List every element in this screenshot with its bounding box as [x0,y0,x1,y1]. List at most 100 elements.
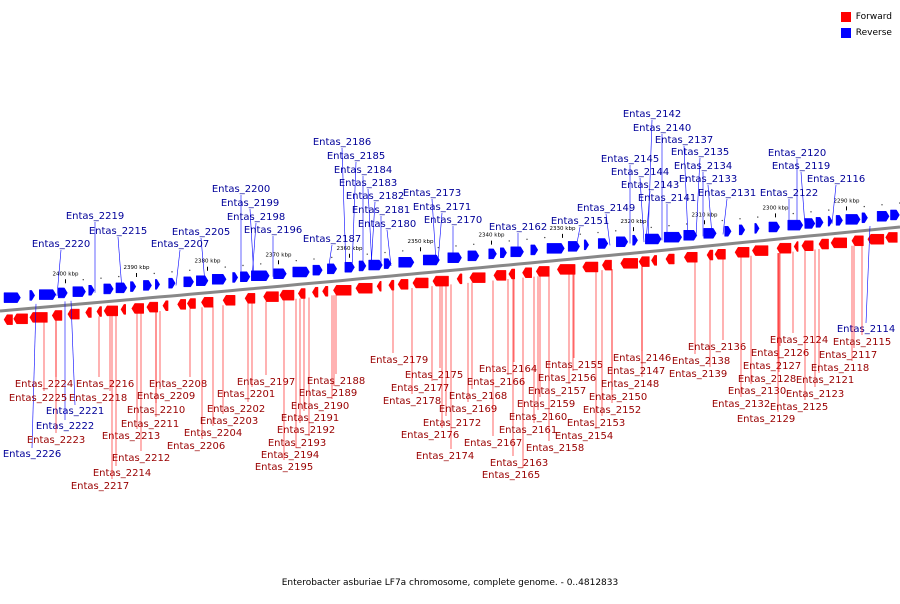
forward-gene-block [333,285,352,296]
forward-gene-block [244,293,256,304]
reverse-gene-block [845,214,861,225]
reverse-gene-label: Entas_2220 [32,239,90,250]
forward-gene-block [3,314,13,325]
reverse-gene-block [358,260,367,272]
forward-gene-label: Entas_2214 [93,468,151,479]
reverse-gene-leader [386,229,392,267]
axis-minor-tick [668,225,670,227]
reverse-gene-label: Entas_2143 [621,180,679,191]
forward-gene-label: Entas_2127 [743,361,801,372]
axis-minor-tick [739,218,741,220]
reverse-gene-label: Entas_2140 [633,123,691,134]
forward-gene-block [706,249,714,261]
forward-gene-label: Entas_2201 [217,389,275,400]
reverse-gene-label: Entas_2151 [551,216,609,227]
reverse-gene-block [530,244,539,256]
axis-minor-tick [881,204,883,206]
forward-gene-block [186,298,196,309]
axis-minor-tick [455,245,457,247]
reverse-gene-block [835,215,843,226]
forward-gene-label: Entas_2125 [770,402,828,413]
axis-minor-tick [863,205,865,208]
axis-minor-tick [260,263,262,265]
forward-swatch [840,12,851,22]
forward-gene-label: Entas_2216 [76,379,134,390]
forward-gene-label: Entas_2123 [786,389,844,400]
reverse-gene-leader [56,249,62,297]
forward-gene-block [469,272,486,283]
forward-gene-label: Entas_2130 [728,386,786,397]
forward-gene-label: Entas_2146 [613,353,671,364]
forward-gene-label: Entas_2203 [200,416,258,427]
reverse-gene-leader [327,244,333,272]
reverse-gene-block [103,283,114,295]
forward-gene-label: Entas_2211 [121,419,179,430]
forward-gene-block [131,303,144,314]
reverse-gene-block [724,226,732,237]
forward-gene-label: Entas_2217 [71,481,129,492]
reverse-gene-block [738,224,746,236]
reverse-gene-leader [722,198,728,235]
reverse-gene-block [292,266,310,278]
forward-gene-block [322,286,329,297]
reverse-gene-label: Entas_2215 [89,226,147,237]
forward-gene-label: Entas_2166 [467,377,525,388]
forward-gene-label: Entas_2124 [770,335,828,346]
reverse-swatch [840,28,851,38]
reverse-gene-leader [31,303,37,449]
reverse-gene-leader [341,147,347,271]
reverse-gene-block [422,254,440,266]
reverse-gene-block [143,280,152,291]
axis-tick-label: 2290 kbp [834,198,860,204]
forward-gene-label: Entas_2139 [669,369,727,380]
forward-gene-block [397,279,409,290]
forward-gene-label: Entas_2168 [449,391,507,402]
reverse-gene-label: Entas_2187 [303,234,361,245]
forward-gene-label: Entas_2197 [237,377,295,388]
forward-gene-block [714,249,726,260]
forward-gene-block [312,286,319,298]
reverse-gene-block [597,238,609,249]
reverse-gene-label: Entas_2186 [313,137,371,148]
forward-gene-block [222,295,236,306]
legend-reverse: Reverse [840,25,892,41]
axis-minor-tick [366,253,368,255]
forward-gene-block [388,279,395,291]
reverse-gene-block [754,223,760,234]
reverse-gene-block [510,246,524,258]
reverse-gene-label: Entas_2162 [489,222,547,233]
reverse-gene-block [251,270,270,282]
reverse-gene-block [183,276,194,288]
forward-gene-label: Entas_2179 [370,355,428,366]
forward-gene-label: Entas_2190 [291,401,349,412]
axis-minor-tick [597,231,599,234]
forward-gene-block [355,282,373,294]
forward-gene-label: Entas_2152 [583,405,641,416]
forward-gene-label: Entas_2155 [545,360,603,371]
reverse-gene-block [130,281,137,292]
forward-gene-label: Entas_2213 [102,431,160,442]
forward-gene-label: Entas_2174 [416,451,474,462]
forward-gene-block [851,235,864,247]
reverse-gene-leader [605,213,611,246]
reverse-gene-label: Entas_2145 [601,154,659,165]
forward-gene-label: Entas_2172 [423,418,481,429]
reverse-gene-block [312,264,323,276]
axis-minor-tick [810,211,812,213]
reverse-gene-leader [683,145,689,238]
reverse-gene-leader [117,236,123,291]
forward-gene-label: Entas_2175 [405,370,463,381]
reverse-gene-block [815,217,824,228]
forward-gene-label: Entas_2225 [9,393,67,404]
axis-tick-label: 2380 kbp [195,259,221,265]
axis-minor-tick [118,275,120,278]
reverse-gene-label: Entas_2119 [772,161,830,172]
reverse-gene-label: Entas_2226 [3,449,61,460]
axis-tick-label: 2300 kbp [763,205,789,211]
reverse-gene-block [368,259,383,271]
reverse-gene-label: Entas_2134 [674,161,732,172]
reverse-gene-label: Entas_2170 [424,215,482,226]
forward-gene-block [96,306,102,317]
reverse-gene-label: Entas_2173 [403,188,461,199]
reverse-gene-label: Entas_2219 [66,211,124,222]
